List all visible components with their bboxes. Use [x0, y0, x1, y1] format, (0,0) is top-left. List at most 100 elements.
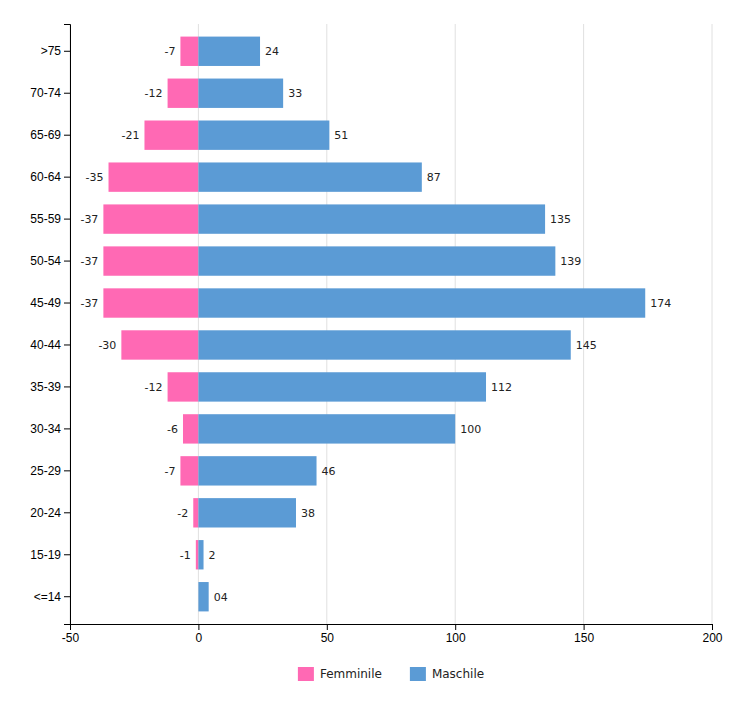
data-label: 112: [491, 381, 512, 394]
bar: [198, 498, 296, 527]
data-label: 24: [265, 45, 279, 58]
bar: [121, 330, 198, 359]
legend-swatch: [410, 667, 426, 681]
x-tick-mark: [712, 624, 713, 630]
grid-line: [712, 24, 713, 624]
data-label: -6: [167, 423, 178, 436]
bar: [168, 79, 199, 108]
bar: [103, 204, 198, 233]
y-tick: 55-59: [30, 212, 70, 226]
y-tick: 70-74: [30, 86, 70, 100]
bar: [198, 204, 545, 233]
y-tick-mark: [64, 177, 70, 178]
bar: [198, 372, 486, 401]
bar: [198, 37, 260, 66]
x-tick-label: 100: [446, 631, 466, 645]
y-tick-mark: [64, 135, 70, 136]
y-tick-mark: [64, 470, 70, 471]
y-tick-label: 50-54: [30, 254, 61, 268]
y-tick: 50-54: [30, 254, 70, 268]
data-label: 139: [560, 255, 581, 268]
bar: [198, 330, 570, 359]
y-tick-mark: [64, 596, 70, 597]
y-tick-mark: [64, 554, 70, 555]
bar: [198, 288, 645, 317]
x-tick: 150: [574, 624, 594, 645]
data-label: 38: [301, 507, 315, 520]
legend-item: Maschile: [410, 667, 484, 681]
data-label: -7: [164, 465, 175, 478]
y-tick-mark: [64, 219, 70, 220]
data-label: 33: [288, 87, 302, 100]
y-tick: <=14: [34, 590, 70, 604]
bars: [103, 37, 645, 612]
y-tick-label: 30-34: [30, 422, 61, 436]
grid-line: [455, 24, 456, 624]
y-tick-mark: [64, 512, 70, 513]
data-label: -37: [80, 297, 98, 310]
bar: [196, 540, 199, 569]
y-tick-label: 15-19: [30, 548, 61, 562]
legend-label: Femminile: [320, 667, 382, 681]
data-label: 04: [214, 591, 228, 604]
y-tick: 30-34: [30, 422, 70, 436]
data-label: 51: [334, 129, 348, 142]
y-tick-mark: [64, 386, 70, 387]
y-tick-label: 55-59: [30, 212, 61, 226]
x-tick-mark: [198, 624, 199, 630]
bar: [198, 414, 455, 443]
grid: [70, 24, 712, 624]
legend-item: Femminile: [298, 667, 382, 681]
data-label: -12: [145, 87, 163, 100]
y-axis: <=1415-1920-2425-2930-3435-3940-4445-495…: [30, 25, 70, 625]
data-label: 135: [550, 213, 571, 226]
y-tick: 20-24: [30, 506, 70, 520]
grid-line: [326, 24, 327, 624]
data-label: -1: [180, 549, 191, 562]
data-label: -2: [177, 507, 188, 520]
y-tick-mark: [64, 428, 70, 429]
bar: [180, 37, 198, 66]
y-tick-label: 25-29: [30, 464, 61, 478]
x-tick-label: -50: [62, 631, 80, 645]
data-label: -30: [98, 339, 116, 352]
y-tick: 65-69: [30, 128, 70, 142]
data-label: 174: [650, 297, 671, 310]
y-tick: 25-29: [30, 464, 70, 478]
y-tick-label: >75: [41, 44, 62, 58]
grid-line: [198, 24, 199, 624]
y-tick-label: 65-69: [30, 128, 61, 142]
y-tick-mark: [64, 303, 70, 304]
bar: [180, 456, 198, 485]
data-label: -21: [122, 129, 140, 142]
bar: [168, 372, 199, 401]
y-tick-label: 70-74: [30, 86, 61, 100]
data-label: 46: [322, 465, 336, 478]
bar: [198, 456, 316, 485]
y-tick: 15-19: [30, 548, 70, 562]
plot-root: -1-2-7-6-12-30-37-37-37-35-21-12-7042384…: [30, 24, 723, 645]
bar: [198, 162, 421, 191]
bar-series: [198, 37, 645, 612]
x-tick-label: 200: [702, 631, 722, 645]
legend: Femminile Maschile: [298, 667, 484, 681]
data-label: -35: [86, 171, 104, 184]
bar: [198, 121, 329, 150]
y-tick-label: 20-24: [30, 506, 61, 520]
x-tick-label: 50: [321, 631, 335, 645]
bar: [103, 246, 198, 275]
x-axis-line: [71, 625, 713, 631]
data-label: -7: [164, 45, 175, 58]
y-tick: 60-64: [30, 170, 70, 184]
data-label: 87: [427, 171, 441, 184]
bar: [193, 498, 198, 527]
bar: [144, 121, 198, 150]
y-tick-label: 45-49: [30, 296, 61, 310]
y-tick-label: <=14: [34, 590, 62, 604]
data-label: -37: [80, 213, 98, 226]
y-tick: >75: [41, 44, 70, 58]
x-tick-mark: [327, 624, 328, 630]
x-tick-label: 0: [196, 631, 203, 645]
bar: [198, 246, 555, 275]
bar: [198, 79, 283, 108]
